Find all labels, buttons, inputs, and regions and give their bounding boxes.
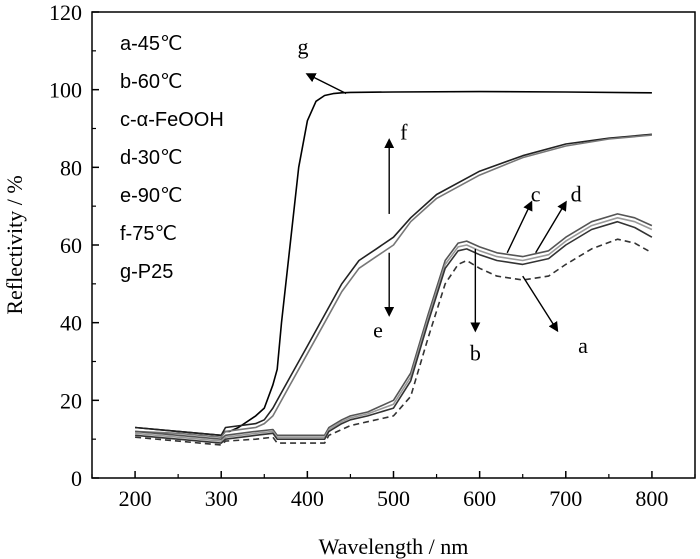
callout-label-e: e [373, 317, 383, 342]
series-line-1 [135, 133, 652, 437]
callout-arrow-a [522, 275, 559, 333]
callout-label-g: g [298, 34, 309, 59]
x-tick-label: 200 [119, 486, 152, 511]
y-tick-label: 60 [60, 233, 82, 258]
y-tick-label: 40 [60, 311, 82, 336]
callout-arrow-g [305, 73, 347, 95]
ticks-layer: 200 300 400 500 600 700 800 0 20 40 60 80 100 120 [49, 0, 696, 511]
callout-label-b: b [470, 341, 481, 366]
x-tick-label: 600 [463, 486, 496, 511]
y-axis-label: Reflectivity / % [2, 175, 27, 314]
x-tick-label: 400 [291, 486, 324, 511]
y-tick-label: 0 [71, 466, 82, 491]
callout-label-d: d [571, 182, 582, 207]
legend: a-45℃ b-60℃ c-α-FeOOH d-30℃ e-90℃ f-75℃ g-P25 [120, 33, 224, 283]
series-line-6 [135, 238, 653, 446]
series-layer [135, 90, 653, 446]
y-tick-label: 20 [60, 388, 82, 413]
x-tick-label: 300 [205, 486, 238, 511]
series-line-4 [135, 217, 653, 442]
legend-entry: a-45℃ [120, 33, 183, 55]
callout-label-a: a [578, 333, 588, 358]
y-tick-label: 100 [49, 78, 82, 103]
legend-entry: g-P25 [120, 261, 173, 283]
y-tick-label: 120 [49, 0, 82, 25]
x-tick-label: 700 [549, 486, 582, 511]
series-line-2 [135, 134, 652, 439]
callout-label-c: c [531, 182, 541, 207]
legend-entry: e-90℃ [120, 185, 183, 207]
y-tick-label: 80 [60, 155, 82, 180]
callout-label-f: f [400, 119, 408, 144]
legend-entry: c-α-FeOOH [120, 109, 224, 131]
x-tick-label: 800 [635, 486, 668, 511]
legend-entry: b-60℃ [120, 71, 183, 93]
series-line-5 [135, 220, 653, 444]
legend-entry: d-30℃ [120, 147, 183, 169]
annotations: g f e c d b a [298, 34, 589, 366]
series-line-3 [135, 213, 653, 441]
x-tick-label: 500 [377, 486, 410, 511]
x-axis-label: Wavelength / nm [319, 534, 469, 559]
callout-arrow-d [535, 200, 567, 254]
callout-arrow-c [506, 200, 533, 254]
legend-entry: f-75℃ [120, 223, 177, 245]
